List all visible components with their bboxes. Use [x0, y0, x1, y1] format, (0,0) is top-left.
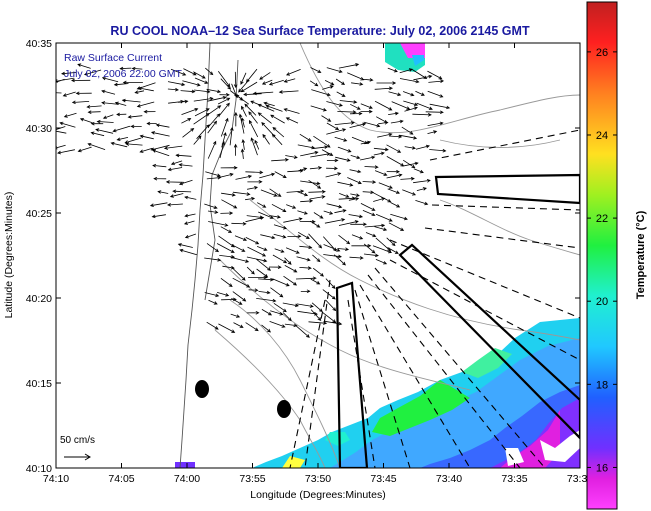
scale-arrow: [64, 453, 91, 461]
y-tick-label: 40:30: [26, 123, 52, 135]
annotation-raw-current: Raw Surface Current: [64, 52, 162, 64]
colorbar-tick-label: 18: [596, 379, 608, 391]
transect-boxes: [335, 173, 580, 468]
sst-patch: [505, 448, 524, 466]
coverage-line: [347, 299, 376, 468]
coverage-line: [374, 267, 546, 468]
contour-path: [249, 199, 580, 341]
coverage-line: [431, 204, 580, 211]
sst-patch: [540, 430, 580, 462]
y-tick-label: 40:10: [26, 463, 52, 475]
scale-label: 50 cm/s: [60, 435, 95, 446]
coverage-line: [304, 279, 331, 468]
transect-box: [335, 281, 369, 468]
coverage-line: [289, 299, 326, 468]
x-tick-label: 73:40: [436, 473, 462, 485]
x-tick-label: 74:05: [108, 473, 134, 485]
scale-arrow-shaft: [64, 453, 91, 461]
y-tick-label: 40:35: [26, 38, 52, 50]
x-tick-label: 74:00: [174, 473, 200, 485]
coastline: [179, 43, 580, 468]
colorbar-tick-label: 22: [596, 213, 608, 225]
annotation-date: July 02, 2006 22:00 GMT: [64, 68, 182, 80]
mooring-marker: [277, 400, 291, 418]
mooring-marker: [195, 380, 209, 398]
sst-patch: [412, 55, 424, 66]
x-tick-label: 74:10: [43, 473, 69, 485]
coastline-path: [204, 59, 239, 301]
x-tick-label: 73:35: [501, 473, 527, 485]
coverage-line: [429, 129, 580, 161]
coverage-line: [424, 227, 580, 249]
transect-box: [398, 243, 580, 440]
colorbar-tick-label: 20: [596, 296, 608, 308]
current-vector-field: [56, 63, 451, 338]
x-tick-label: 73:55: [239, 473, 265, 485]
y-axis-label: Latitude (Degrees:Minutes): [3, 192, 15, 319]
colorbar-tick-label: 26: [596, 47, 608, 59]
sst-patch: [325, 432, 350, 446]
colorbar-ticks: 26 24 22 20 18 16: [587, 47, 617, 474]
colorbar-tick-label: 16: [596, 462, 608, 474]
colorbar-label: Temperature (°C): [635, 210, 647, 299]
sst-patch: [175, 462, 195, 468]
y-axis: 40:35 40:30 40:25 40:20 40:15 40:10: [26, 38, 580, 475]
coverage-lines: [289, 129, 580, 468]
contour-path: [299, 43, 580, 134]
coverage-line: [367, 274, 521, 468]
transect-box: [434, 173, 580, 205]
contour-path: [439, 139, 561, 148]
contour-path: [214, 329, 326, 468]
colorbar-tick-label: 24: [596, 130, 608, 142]
current-vectors: [56, 63, 451, 338]
x-tick-label: 73:50: [305, 473, 331, 485]
x-tick-label: 73:45: [370, 473, 396, 485]
contour-path: [219, 259, 471, 391]
y-tick-label: 40:15: [26, 378, 52, 390]
sst-patch: [372, 380, 470, 436]
contour-path: [439, 199, 580, 256]
sst-patch: [400, 43, 425, 58]
x-axis-label: Longitude (Degrees:Minutes): [250, 489, 385, 501]
contour-path: [229, 299, 341, 468]
coastline-path: [179, 43, 211, 468]
chart-title: RU COOL NOAA–12 Sea Surface Temperature:…: [110, 24, 530, 38]
y-tick-label: 40:25: [26, 208, 52, 220]
coverage-line: [389, 239, 580, 319]
y-tick-label: 40:20: [26, 293, 52, 305]
colorbar: [586, 1, 618, 510]
sst-patch: [282, 456, 305, 468]
